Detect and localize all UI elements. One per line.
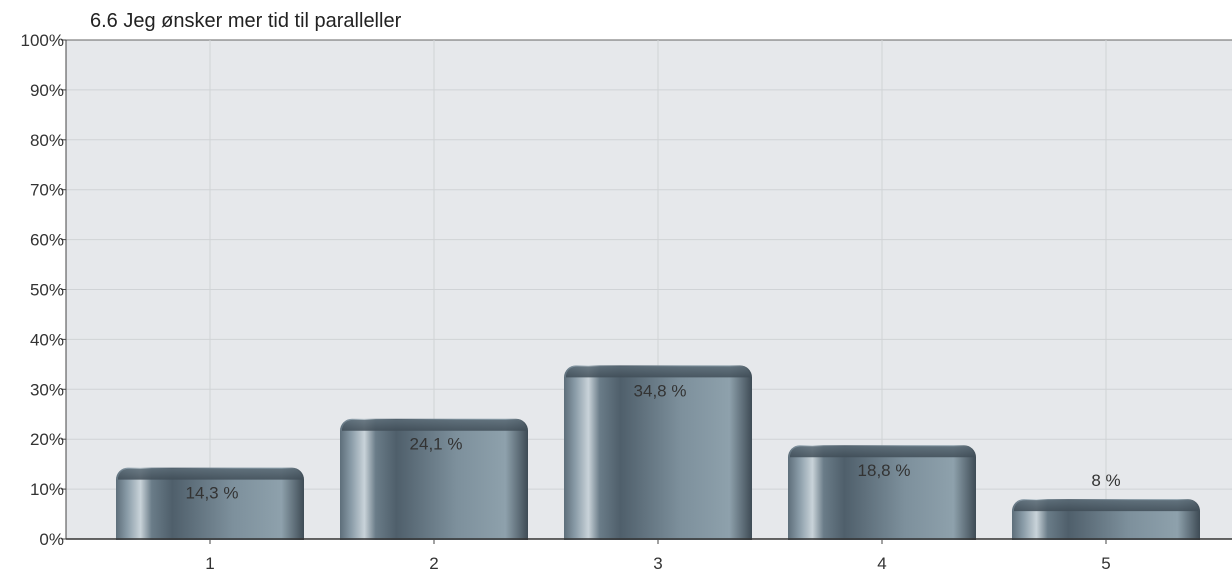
y-tick-label: 70%	[30, 181, 64, 200]
x-tick-label: 5	[1101, 554, 1110, 573]
bar-body	[116, 467, 304, 540]
y-tick-label: 60%	[30, 231, 64, 250]
bar-body	[788, 445, 976, 540]
data-label: 24,1 %	[410, 435, 463, 454]
bar-cap	[118, 468, 302, 480]
bar-cap	[790, 446, 974, 458]
y-tick-label: 0%	[39, 530, 64, 549]
bar	[116, 467, 304, 540]
y-tick-label: 40%	[30, 330, 64, 349]
x-tick-label: 1	[205, 554, 214, 573]
y-tick-label: 50%	[30, 281, 64, 300]
bar	[1012, 499, 1200, 540]
x-tick-label: 4	[877, 554, 886, 573]
data-label: 8 %	[1091, 471, 1120, 490]
bar-base	[788, 525, 976, 540]
y-tick-label: 100%	[21, 31, 64, 50]
bar-cap	[342, 419, 526, 431]
y-tick-label: 20%	[30, 430, 64, 449]
x-tick-label: 3	[653, 554, 662, 573]
bar-base	[564, 525, 752, 540]
bar	[340, 418, 528, 540]
y-tick-label: 80%	[30, 131, 64, 150]
bar	[788, 445, 976, 540]
chart-title: 6.6 Jeg ønsker mer tid til paralleller	[90, 10, 402, 32]
y-tick-label: 90%	[30, 81, 64, 100]
bar-base	[340, 525, 528, 540]
bar	[564, 365, 752, 540]
bar-base	[116, 525, 304, 540]
data-label: 18,8 %	[858, 461, 911, 480]
data-label: 34,8 %	[634, 381, 687, 400]
bar-cap	[566, 366, 750, 378]
bar-body	[340, 418, 528, 540]
bar-body	[564, 365, 752, 540]
bar-cap	[1014, 500, 1198, 512]
y-tick-label: 30%	[30, 380, 64, 399]
y-tick-label: 10%	[30, 480, 64, 499]
x-tick-label: 2	[429, 554, 438, 573]
data-label: 14,3 %	[186, 484, 239, 503]
bar-base	[1012, 525, 1200, 540]
